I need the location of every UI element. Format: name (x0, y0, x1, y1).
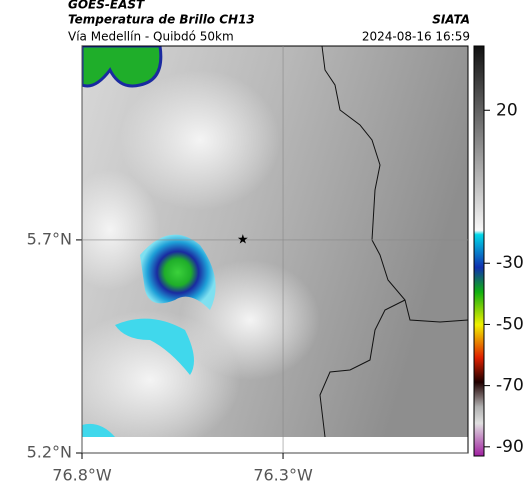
no-data-strip (82, 437, 468, 453)
colorbar-tick-label: 20 (496, 100, 518, 120)
subtitle: Vía Medellín - Quibdó 50km (68, 30, 234, 44)
title: Temperatura de Brillo CH13 (68, 13, 255, 27)
colorbar-tick-label: -70 (496, 376, 524, 396)
location-marker: ★ (237, 232, 249, 247)
colorbar-tick-label: -30 (496, 253, 524, 273)
border-line (319, 45, 469, 438)
lat-tick-label: 5.7°N (27, 229, 72, 248)
colorbar-tick-label: -50 (496, 314, 524, 334)
lon-tick-label: 76.8°W (52, 466, 112, 485)
satellite-image (82, 46, 468, 437)
source: GOES-EAST (68, 0, 145, 12)
colorbar-tick-label: -90 (496, 437, 524, 457)
datetime: 2024-08-16 16:59 (362, 30, 470, 44)
colorbar (473, 45, 485, 457)
lat-tick-label: 5.2°N (27, 443, 72, 462)
brand: SIATA (432, 13, 470, 27)
lon-tick-label: 76.3°W (253, 466, 313, 485)
